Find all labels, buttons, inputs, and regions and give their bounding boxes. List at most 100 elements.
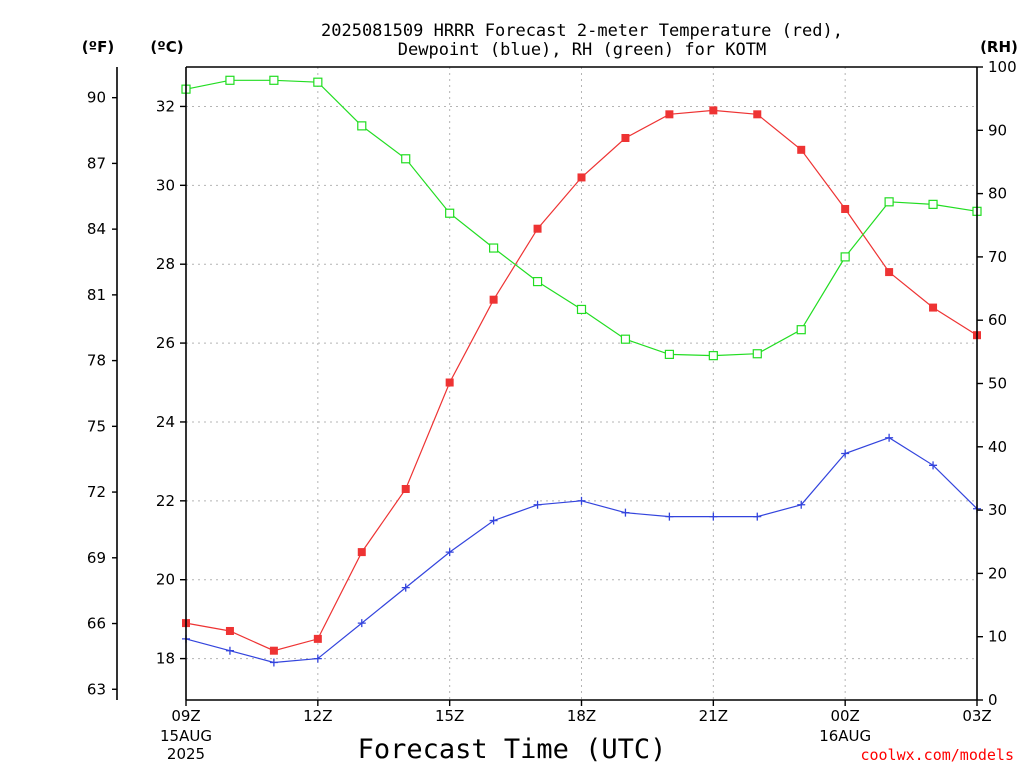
- rh-unit-label: (RH): [980, 38, 1018, 56]
- rh-point-7: [489, 243, 499, 253]
- rh-tick-label-10: 10: [988, 628, 1007, 646]
- celsius-tick-label-20: 20: [156, 571, 175, 589]
- dewpoint-point-5: [401, 583, 410, 592]
- x-tick-label-03Z: 03Z: [962, 707, 991, 725]
- rh-tick-label-0: 0: [988, 691, 998, 709]
- temperature-point-1: [225, 626, 234, 635]
- dewpoint-point-10: [621, 508, 630, 517]
- temperature-point-10: [621, 133, 630, 142]
- rh-point-5: [401, 154, 411, 164]
- temperature-point-3: [313, 634, 322, 643]
- temperature-point-17: [929, 303, 938, 312]
- grid-lines: [186, 67, 977, 700]
- celsius-tick-label-32: 32: [156, 97, 175, 115]
- x-date-label-2025: 2025: [167, 745, 205, 763]
- rh-point-10: [620, 334, 631, 344]
- celsius-tick-label-24: 24: [156, 413, 175, 431]
- rh-point-6: [445, 208, 455, 218]
- celsius-unit-label: (ºC): [150, 38, 183, 56]
- dewpoint-point-7: [489, 516, 498, 525]
- dewpoint-point-17: [929, 461, 938, 470]
- fahrenheit-tick-label-75: 75: [87, 417, 106, 435]
- dewpoint-point-8: [533, 500, 542, 509]
- dewpoint-point-2: [269, 658, 278, 667]
- temperature-point-15: [841, 204, 850, 213]
- x-tick-label-09Z: 09Z: [171, 707, 200, 725]
- rh-point-2: [269, 75, 279, 85]
- rh-point-16: [884, 197, 894, 207]
- dewpoint-point-11: [665, 512, 674, 521]
- rh-tick-label-60: 60: [988, 311, 1007, 329]
- rh-point-3: [313, 77, 323, 87]
- rh-point-17: [928, 199, 938, 209]
- celsius-tick-label-30: 30: [156, 176, 175, 194]
- fahrenheit-tick-label-84: 84: [87, 220, 106, 238]
- x-tick-label-12Z: 12Z: [303, 707, 332, 725]
- rh-tick-label-80: 80: [988, 185, 1007, 203]
- rh-point-11: [664, 349, 674, 359]
- celsius-tick-label-22: 22: [156, 492, 175, 510]
- temperature-point-12: [709, 106, 718, 115]
- dewpoint-point-15: [841, 449, 850, 458]
- data-series: [181, 75, 982, 667]
- fahrenheit-tick-label-72: 72: [87, 483, 106, 501]
- chart-title-line-1: 2025081509 HRRR Forecast 2-meter Tempera…: [321, 21, 843, 41]
- rh-point-9: [576, 304, 587, 315]
- temperature-point-4: [357, 548, 366, 557]
- axes: 63 66 69 72 75 78 81 84 87 90 18 20 22 24 26 28 30 32 0 10 2…: [87, 58, 1017, 763]
- rh-point-13: [752, 349, 762, 359]
- temperature-point-14: [797, 145, 806, 154]
- rh-tick-label-20: 20: [988, 564, 1007, 582]
- temperature-point-13: [753, 110, 762, 119]
- temperature-point-7: [489, 295, 498, 304]
- fahrenheit-tick-label-66: 66: [87, 615, 106, 633]
- temperature-point-11: [665, 110, 674, 119]
- rh-tick-label-50: 50: [988, 375, 1007, 393]
- x-axis-label: Forecast Time (UTC): [358, 734, 667, 765]
- rh-point-15: [840, 252, 850, 262]
- dewpoint-point-12: [709, 512, 718, 521]
- celsius-tick-label-26: 26: [156, 334, 175, 352]
- fahrenheit-tick-label-69: 69: [87, 549, 106, 567]
- dewpoint-point-1: [225, 646, 234, 655]
- dewpoint-point-13: [753, 512, 762, 521]
- rh-tick-label-40: 40: [988, 438, 1007, 456]
- fahrenheit-unit-label: (ºF): [82, 38, 114, 56]
- rh-tick-label-100: 100: [988, 58, 1017, 76]
- rh-tick-label-30: 30: [988, 501, 1007, 519]
- dewpoint-point-6: [445, 548, 454, 557]
- rh-point-1: [225, 75, 235, 85]
- x-tick-label-18Z: 18Z: [567, 707, 596, 725]
- fahrenheit-tick-label-63: 63: [87, 680, 106, 698]
- dewpoint-point-14: [797, 500, 806, 509]
- x-date-label-16AUG: 16AUG: [819, 727, 871, 745]
- source-credit: coolwx.com/models: [860, 746, 1014, 764]
- fahrenheit-tick-label-90: 90: [87, 89, 106, 107]
- x-tick-label-21Z: 21Z: [699, 707, 728, 725]
- fahrenheit-tick-label-78: 78: [87, 352, 106, 370]
- x-date-label-15AUG: 15AUG: [160, 727, 212, 745]
- rh-point-4: [357, 121, 367, 131]
- dewpoint-point-9: [577, 496, 586, 505]
- chart-title-line-2: Dewpoint (blue), RH (green) for KOTM: [398, 40, 766, 60]
- rh-point-12: [708, 351, 718, 361]
- x-tick-label-00Z: 00Z: [830, 707, 859, 725]
- rh-point-14: [796, 325, 806, 335]
- dewpoint-point-16: [885, 433, 894, 442]
- temperature-point-9: [577, 173, 586, 182]
- dewpoint-point-4: [357, 619, 366, 628]
- temperature-point-5: [401, 485, 410, 493]
- celsius-tick-label-18: 18: [156, 650, 175, 668]
- temperature-point-2: [269, 646, 278, 655]
- rh-point-8: [532, 276, 543, 287]
- temperature-point-6: [445, 378, 454, 387]
- fahrenheit-tick-label-81: 81: [87, 286, 106, 304]
- rh-tick-label-90: 90: [988, 121, 1007, 139]
- x-tick-label-15Z: 15Z: [435, 707, 464, 725]
- temperature-point-16: [885, 268, 894, 277]
- celsius-tick-label-28: 28: [156, 255, 175, 273]
- fahrenheit-tick-label-87: 87: [87, 154, 106, 172]
- dewpoint-series-line: [185, 437, 978, 664]
- dewpoint-point-3: [313, 654, 322, 663]
